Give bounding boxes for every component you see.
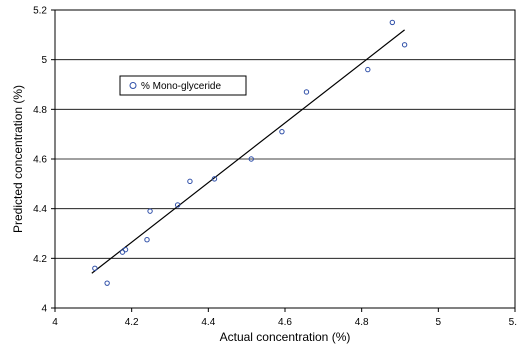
data-points xyxy=(92,19,408,286)
data-point xyxy=(303,89,310,95)
x-axis-title: Actual concentration (%) xyxy=(220,330,351,344)
y-tick-label: 4 xyxy=(41,304,47,315)
legend: % Mono-glyceride xyxy=(119,75,247,96)
data-point xyxy=(365,66,371,73)
legend-box xyxy=(119,75,247,96)
gridlines xyxy=(55,59,515,259)
legend-label: % Mono-glyceride xyxy=(141,81,221,92)
data-point xyxy=(389,19,396,26)
y-tick-label: 4.2 xyxy=(33,254,47,265)
data-point xyxy=(279,128,285,135)
y-axis-title: Predicted concentration (%) xyxy=(11,85,25,233)
data-point xyxy=(122,246,129,253)
y-tick-label: 4.4 xyxy=(33,204,47,215)
data-point xyxy=(92,265,98,271)
x-tick-label: 4.4 xyxy=(201,317,215,328)
x-axis: 4 4.2 4.4 4.6 4.8 5 5. xyxy=(52,308,517,328)
data-point xyxy=(248,156,254,162)
y-tick-label: 5.2 xyxy=(33,6,47,17)
x-tick-label: 4.6 xyxy=(278,317,292,328)
y-tick-label: 4.6 xyxy=(33,155,47,166)
x-tick-label: 5. xyxy=(509,317,517,328)
data-point xyxy=(174,202,181,208)
y-tick-label: 4.8 xyxy=(33,105,47,116)
legend-marker xyxy=(129,82,137,89)
trendline xyxy=(91,29,405,274)
data-point xyxy=(401,42,408,48)
x-tick-label: 4.2 xyxy=(125,317,139,328)
x-tick-label: 5 xyxy=(436,317,442,328)
data-point xyxy=(187,178,193,185)
y-tick-label: 5 xyxy=(41,55,47,66)
data-point xyxy=(144,237,150,243)
data-point xyxy=(211,176,218,182)
data-point xyxy=(147,208,153,214)
x-tick-label: 4 xyxy=(52,317,58,328)
x-tick-label: 4.8 xyxy=(355,317,369,328)
y-axis: 4 4.2 4.4 4.6 4.8 5 5.2 xyxy=(33,6,55,315)
data-point xyxy=(104,280,110,286)
